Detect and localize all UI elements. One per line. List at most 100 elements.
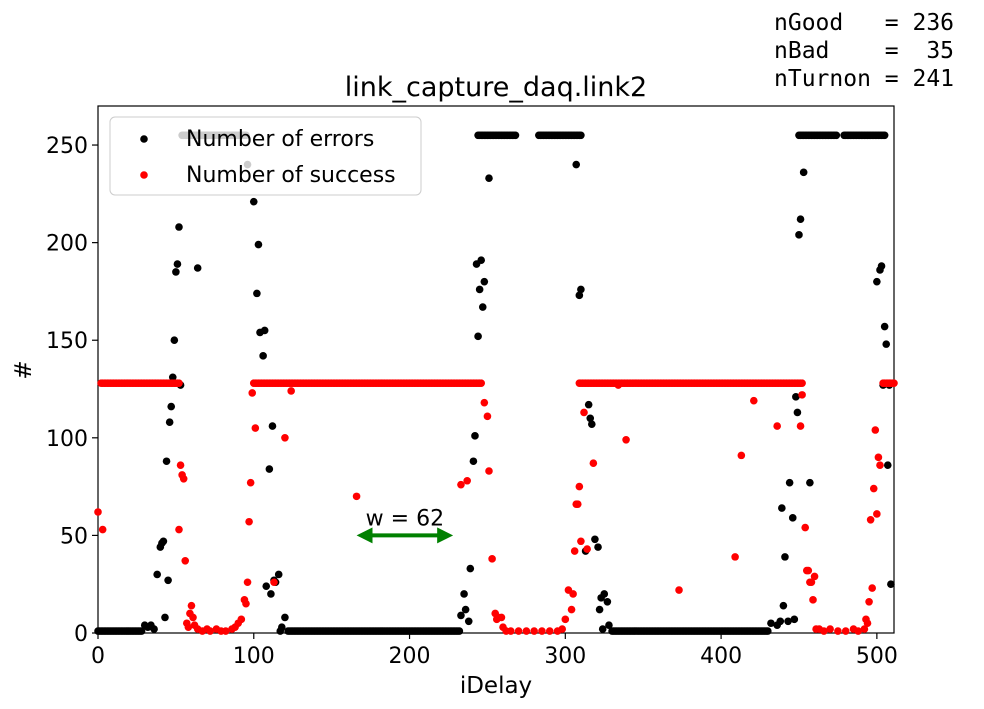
success-point (570, 547, 579, 555)
success-point (246, 478, 255, 487)
success-point (589, 459, 598, 467)
success-point (184, 623, 193, 631)
success-point (834, 627, 842, 635)
error-point (457, 611, 465, 620)
error-point (150, 625, 158, 633)
error-point (262, 582, 271, 590)
success-point (98, 525, 107, 534)
error-point (594, 543, 602, 551)
x-tick-label: 100 (233, 644, 275, 669)
success-point (575, 482, 584, 491)
error-point (254, 240, 263, 249)
success-point (287, 387, 295, 395)
error-point (281, 613, 289, 622)
success-point (176, 461, 185, 469)
error-point (882, 340, 891, 348)
y-tick-label: 250 (46, 134, 88, 159)
success-point (750, 396, 758, 405)
error-point (461, 605, 470, 614)
error-point (464, 617, 473, 626)
legend-label-errors: Number of errors (186, 127, 374, 152)
success-point (801, 523, 810, 532)
error-point (792, 393, 800, 401)
success-point (860, 625, 869, 633)
success-point (798, 379, 806, 387)
success-point (514, 627, 523, 635)
error-point (591, 535, 599, 544)
success-point (243, 578, 252, 587)
error-point (175, 223, 183, 231)
success-point (237, 615, 246, 624)
error-point (480, 277, 489, 286)
success-point (179, 475, 188, 483)
success-point (737, 451, 746, 460)
success-point (675, 586, 683, 594)
y-tick-label: 0 (74, 622, 88, 647)
error-point (572, 160, 581, 169)
error-point (249, 197, 258, 206)
error-point (588, 420, 596, 428)
error-point (162, 457, 171, 466)
chart-title: link_capture_daq.link2 (345, 72, 647, 103)
error-point (832, 131, 841, 140)
x-tick-label: 300 (544, 644, 586, 669)
error-point (785, 478, 794, 487)
success-point (485, 467, 493, 475)
error-point (485, 174, 493, 183)
error-point (478, 303, 487, 311)
error-point (584, 400, 593, 409)
success-point (580, 408, 588, 417)
error-point (471, 432, 479, 440)
error-point (880, 322, 889, 331)
error-point (784, 617, 792, 626)
error-point (267, 590, 275, 598)
error-point (767, 619, 775, 628)
success-point (352, 492, 361, 501)
success-point (497, 613, 506, 622)
error-point (477, 256, 486, 265)
success-point (480, 398, 489, 407)
error-point (793, 408, 802, 417)
error-point (887, 580, 895, 588)
success-point (538, 627, 546, 635)
error-point (806, 478, 814, 487)
error-point (883, 461, 892, 469)
success-point (221, 627, 230, 635)
error-point (466, 564, 475, 573)
legend-box (109, 116, 422, 196)
error-point (603, 597, 612, 606)
stats-block: nGood = 236 nBad = 35 nTurnon = 241 (774, 10, 954, 92)
success-point (181, 556, 190, 565)
success-point (810, 572, 819, 581)
error-point (605, 621, 613, 629)
error-point (278, 623, 286, 631)
x-axis-label: iDelay (460, 673, 532, 699)
success-point (622, 435, 630, 444)
error-point (764, 627, 772, 635)
success-point (175, 525, 183, 534)
error-point (165, 418, 174, 427)
error-point (167, 402, 176, 411)
error-point (460, 590, 468, 598)
success-point (798, 391, 806, 399)
y-tick-label: 200 (46, 232, 88, 257)
success-point (251, 424, 260, 432)
x-tick-label: 400 (700, 644, 742, 669)
success-point (187, 601, 196, 610)
error-point (776, 617, 785, 626)
axes-layer: 0 100 200 300 400 500 0 50 100 150 200 250 (46, 134, 898, 669)
error-point (577, 285, 585, 294)
success-point (865, 597, 873, 606)
y-tick-label: 150 (46, 329, 88, 354)
width-label: w = 62 (366, 506, 444, 531)
success-point (876, 461, 884, 469)
error-point (796, 215, 805, 224)
error-point (595, 605, 604, 614)
success-point (242, 599, 250, 608)
success-point (731, 553, 739, 561)
error-point (873, 277, 881, 286)
success-point (94, 508, 102, 516)
error-point (164, 576, 172, 585)
error-point (168, 373, 177, 382)
